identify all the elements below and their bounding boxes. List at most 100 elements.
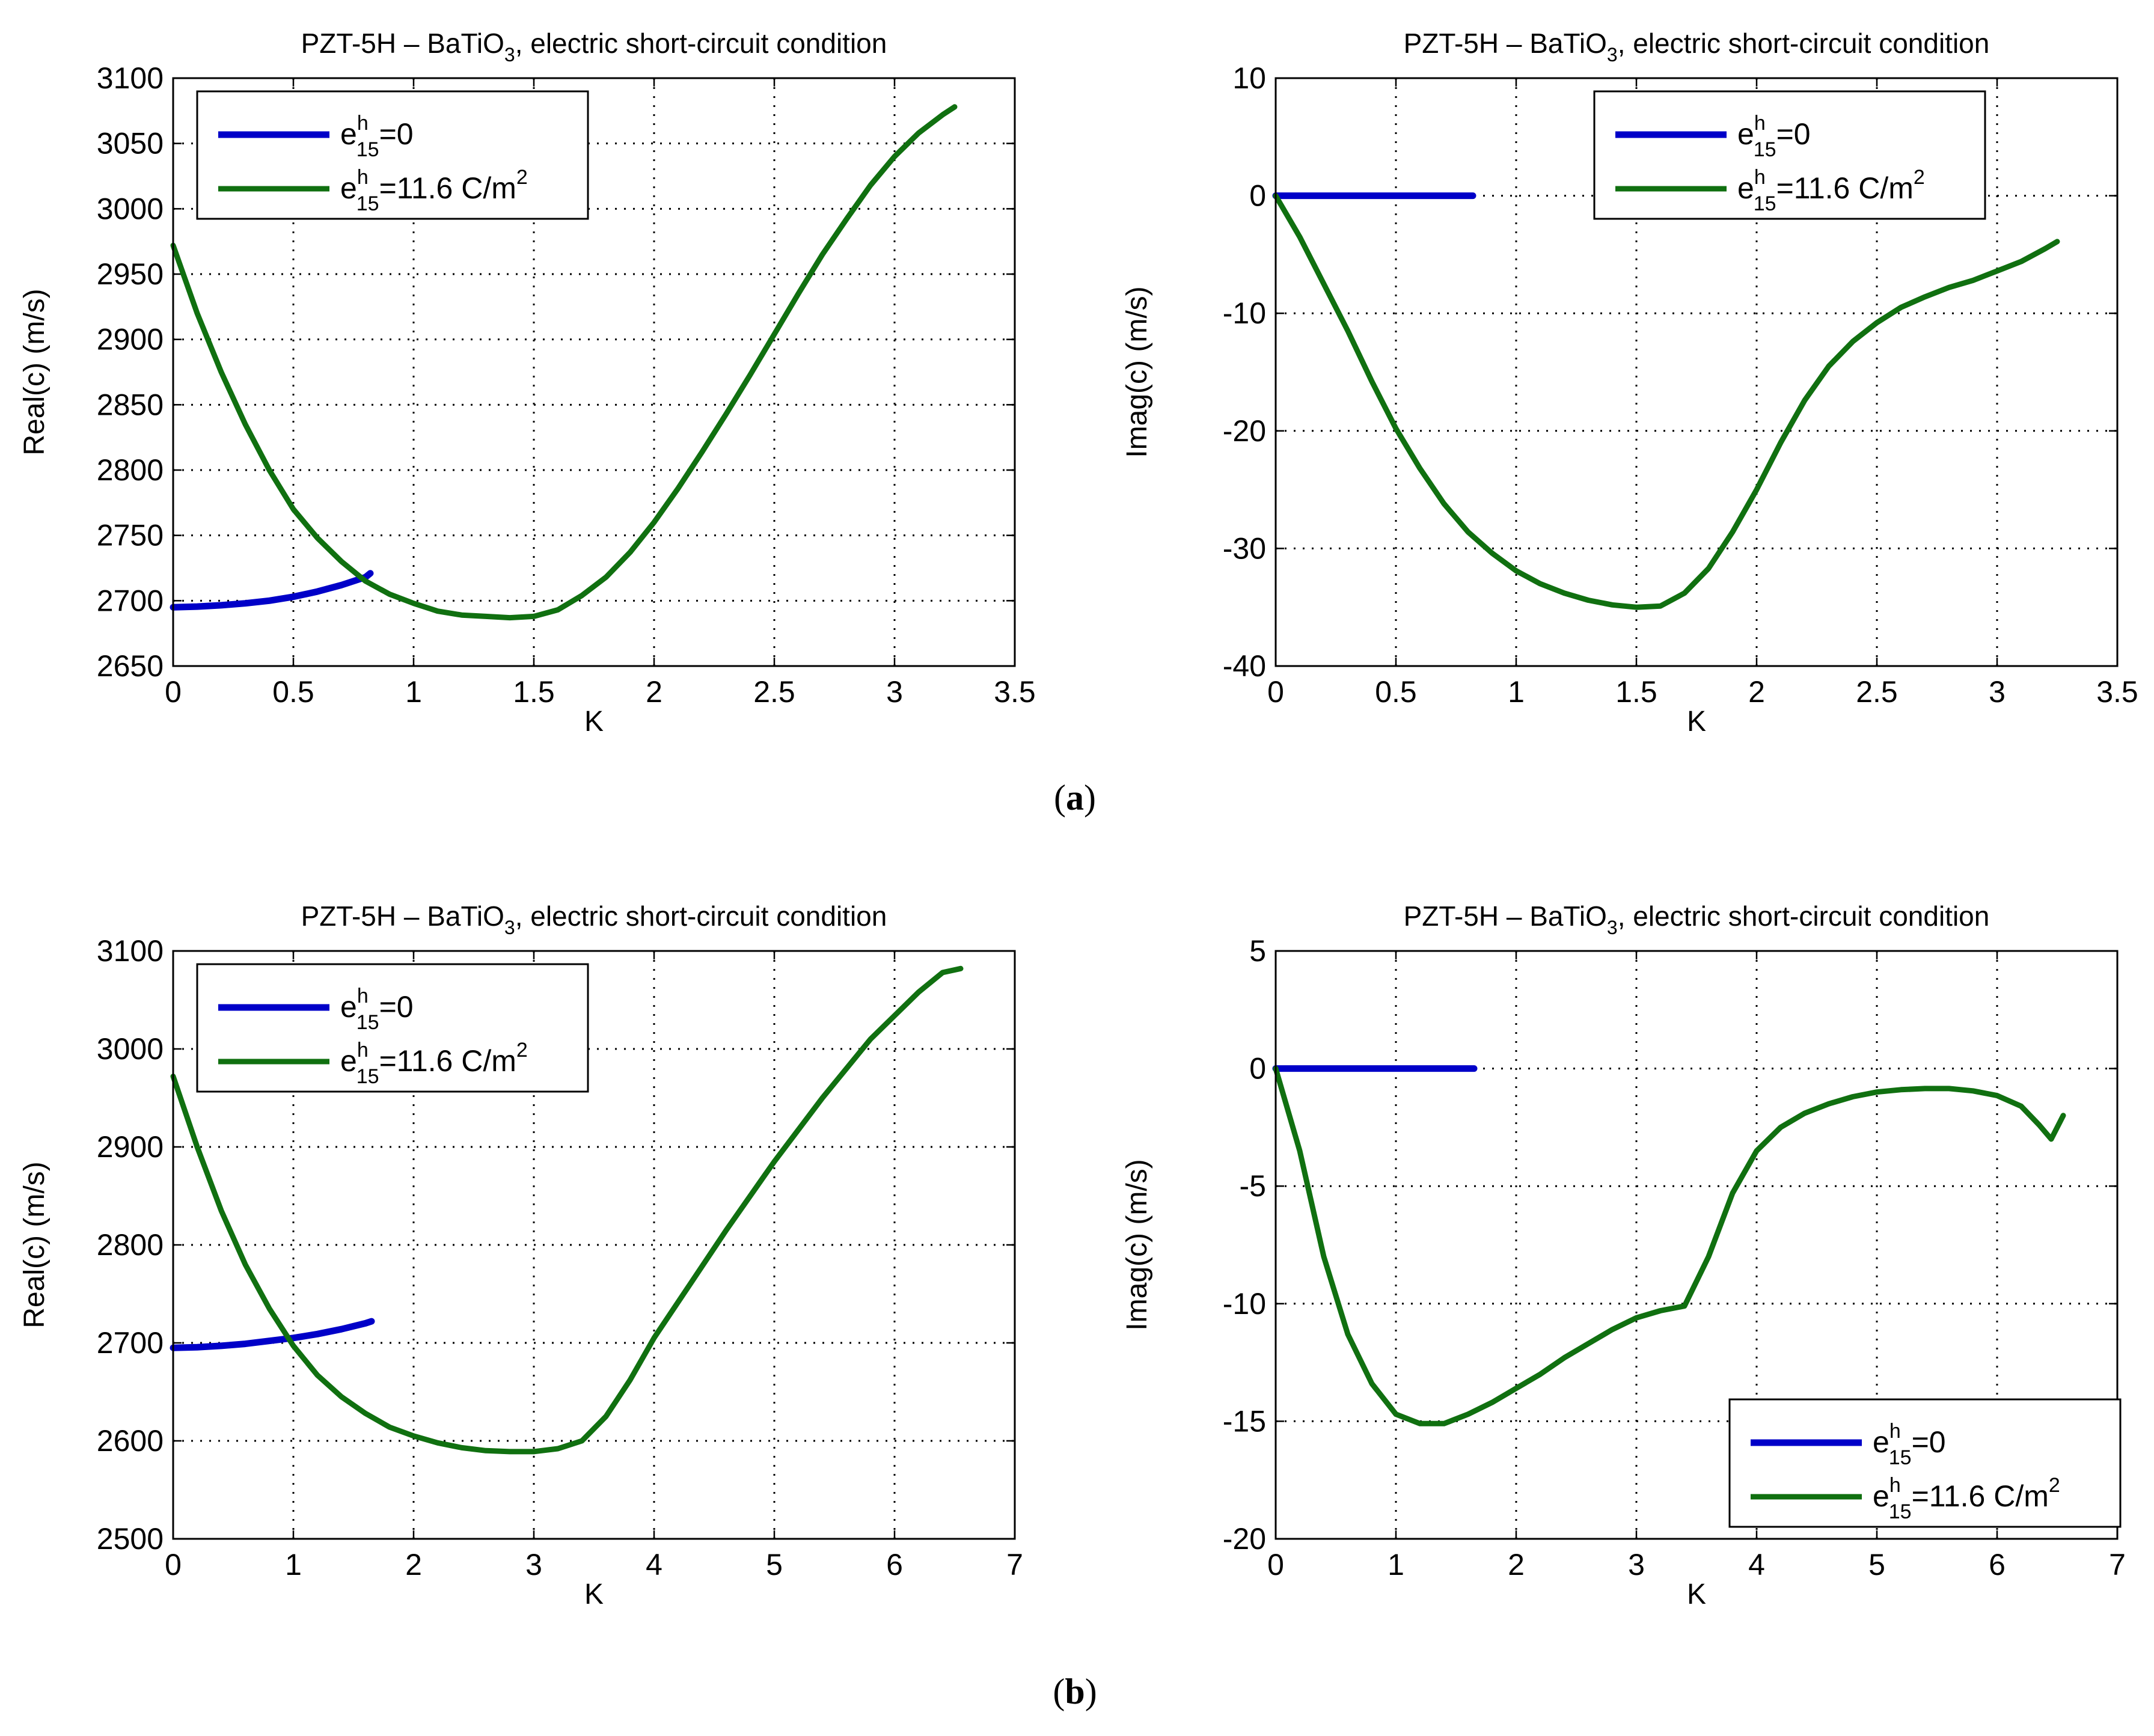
x-tick-label: 4 [646,1548,662,1582]
x-tick-label: 7 [1006,1548,1023,1582]
ticks: 0 1 2 3 4 5 6 7 2500 2600 2700 2800 2900 3000 3100 [97,934,1023,1582]
legend-box [1728,1398,2122,1528]
x-tick-label: 5 [1868,1548,1885,1582]
legend-base: e [340,117,357,151]
y-tick-label: 0 [1249,1052,1266,1086]
x-tick-label: 2 [1748,675,1765,709]
panel-label-b: (b) [1053,1672,1097,1711]
y-tick-label: 2750 [97,519,164,552]
legend-box [196,963,589,1093]
chart-title-tail: , electric short-circuit condition [1618,900,1990,932]
y-tick-label: -5 [1240,1169,1266,1203]
x-axis-label: K [1687,1579,1706,1610]
y-tick-label: 3100 [97,61,164,95]
legend-sub: 15 [1754,138,1776,161]
legend-sup: h [1889,1420,1901,1443]
legend: eh 15=0eh 15=11.6 C/m2 [1593,90,1986,220]
legend-sup: h [357,112,369,135]
legend-rest: =11.6 C/m [379,1044,516,1078]
plot-frame [1274,77,2119,667]
y-tick-label: 2900 [97,323,164,356]
series-group [1272,192,2060,610]
legend-sub: 15 [1754,192,1776,215]
legend-sup: h [357,166,369,189]
legend-base: e [1873,1479,1889,1513]
legend-sup: h [357,1039,369,1062]
ticks: 0 0.5 1 1.5 2 2.5 3 3.5 -40 -30 -20 -10 0 10 [1223,61,2138,709]
legend-rest: =11.6 C/m [1776,171,1914,205]
x-tick-label: 0 [1267,675,1284,709]
legend-rest: =0 [379,117,414,151]
chart-title-main: PZT-5H – BaTiO [301,28,504,59]
x-tick-label: 3.5 [994,675,1036,709]
y-tick-label: -20 [1223,1522,1266,1556]
x-tick-label: 3 [1628,1548,1645,1582]
legend-unit-sup: 2 [2049,1474,2060,1497]
x-tick-label: 0 [165,1548,182,1582]
series-line-e15-zero [170,570,374,611]
legend-base: e [1737,117,1754,151]
y-axis-label: Real(c) (m/s) [19,1161,50,1328]
chart-title-sub: 3 [504,917,515,938]
y-tick-label: -10 [1223,1287,1266,1321]
x-tick-label: 3 [525,1548,542,1582]
chart-title-tail: , electric short-circuit condition [515,900,887,932]
series-line-e15-piezo [1273,193,2060,610]
series-line-e15-zero [170,1318,375,1351]
y-tick-label: 2800 [97,453,164,487]
legend: eh 15=0eh 15=11.6 C/m2 [196,963,589,1093]
y-tick-label: 3050 [97,127,164,160]
x-tick-label: 2 [646,675,662,709]
series-line-e15-piezo [1273,1066,2066,1426]
x-tick-label: 1 [1508,675,1525,709]
charts-root: 0 0.5 1 1.5 2 2.5 3 3.5265027002750280028502900… [19,28,2138,1610]
legend-entry-label: eh 15=11.6 C/m2 [340,166,528,215]
y-tick-label: 2950 [97,257,164,291]
y-tick-label: -20 [1223,414,1266,448]
legend-rest: =0 [1912,1425,1946,1459]
y-tick-label: 2800 [97,1228,164,1262]
legend: eh 15=0eh 15=11.6 C/m2 [196,90,589,220]
legend-base: e [340,990,357,1024]
svg-text:(b): (b) [1053,1672,1097,1711]
x-tick-label: 6 [886,1548,903,1582]
legend-unit-sup: 2 [516,166,528,189]
chart-title-main: PZT-5H – BaTiO [1404,28,1607,59]
panel-label-b-open: ( [1053,1672,1065,1711]
series-line-e15-piezo [170,104,958,621]
x-tick-label: 2 [405,1548,422,1582]
legend-entry-label: eh 15=0 [1737,112,1811,161]
y-tick-label: 10 [1232,61,1266,95]
x-tick-label: 1 [405,675,422,709]
legend-entry-label: eh 15=0 [1873,1420,1946,1469]
legend-unit-sup: 2 [516,1039,528,1062]
panel-label-a-letter: a [1066,778,1084,818]
y-tick-label: 2650 [97,649,164,683]
panel-label-a: (a) [1054,778,1096,818]
x-axis-label: K [1687,706,1706,738]
y-tick-label: 2850 [97,388,164,421]
y-tick-label: 0 [1249,179,1266,213]
legend-sub: 15 [356,1065,379,1088]
y-tick-label: 2700 [97,584,164,617]
legend-sub: 15 [356,192,379,215]
legend-base: e [1873,1425,1889,1459]
x-tick-label: 2 [1508,1548,1525,1582]
y-tick-label: 3000 [97,192,164,225]
svg-text:(a): (a) [1054,778,1096,818]
x-tick-label: 7 [2109,1548,2126,1582]
plot-frame [172,77,1016,667]
series-line-e15-piezo [170,965,964,1455]
legend: eh 15=0eh 15=11.6 C/m2 [1728,1398,2122,1528]
legend-rest: =0 [1776,117,1811,151]
legend-sup: h [1754,112,1766,135]
x-tick-label: 3.5 [2096,675,2138,709]
y-tick-label: 2700 [97,1326,164,1360]
plot-frame [1274,950,2119,1540]
chart-title-tail: , electric short-circuit condition [515,28,887,59]
chart-a-real: 0 0.5 1 1.5 2 2.5 3 3.5 2650 2700 2750 2800 2850 2900… [19,28,1036,738]
series-group [170,104,958,621]
legend-base: e [340,1044,357,1078]
legend-base: e [1737,171,1754,205]
legend-entry-label: eh 15=11.6 C/m2 [1737,166,1925,215]
